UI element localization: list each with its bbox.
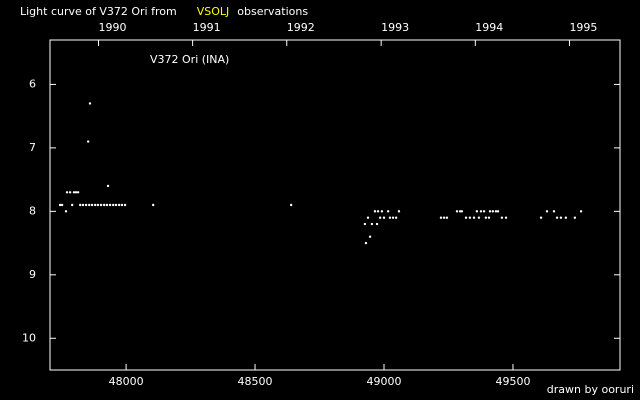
data-point [394,216,398,219]
data-point [458,210,462,213]
data-point [464,216,468,219]
data-point [479,210,483,213]
data-point [120,203,124,207]
data-point [579,210,583,213]
data-point [378,216,382,219]
title-suffix: observations [237,5,308,18]
y-tick-label: 9 [29,268,36,281]
x2-tick-label: 1993 [381,21,409,34]
data-point [108,203,112,207]
data-point [468,216,472,219]
data-point [545,210,549,213]
data-point [370,222,374,226]
data-point [363,222,367,226]
data-point [504,216,508,219]
chart-title: Light curve of V372 Ori from VSOLJ observa… [20,5,308,18]
data-point [99,203,103,207]
x2-tick-label: 1992 [287,21,315,34]
data-point [391,216,395,219]
data-point [491,210,495,213]
data-point [552,210,556,213]
data-point [76,191,80,194]
annotation: V372 Ori (INA) [150,53,229,66]
x2-tick-label: 1995 [569,21,597,34]
data-point [397,210,401,213]
data-point [364,241,368,245]
data-point [114,203,118,207]
x-tick-label: 48000 [109,375,144,388]
y-tick-label: 10 [22,331,36,344]
y-tick-label: 8 [29,204,36,217]
plot-frame [49,39,621,371]
data-point [78,203,82,207]
x2-tick-label: 1994 [475,21,503,34]
data-point [494,210,498,213]
data-point [487,216,491,219]
data-point [90,203,94,207]
data-point [111,203,115,207]
data-point [496,210,500,213]
data-point [376,210,380,213]
data-point [555,216,559,219]
data-point [117,203,121,207]
credit: drawn by ooruri [547,383,634,396]
x-tick-label: 48500 [238,375,273,388]
data-point [375,222,379,226]
x-tick-label: 49500 [495,375,530,388]
data-point [472,216,476,219]
y-tick-label: 6 [29,77,36,90]
data-point [455,210,459,213]
data-point [380,210,384,213]
y-tick-label: 7 [29,141,36,154]
data-point [96,203,100,207]
data-point [102,203,106,207]
data-point [88,102,92,105]
data-point [289,203,293,207]
data-point [373,210,377,213]
data-point [439,216,443,219]
data-point [500,216,504,219]
data-point [559,216,563,219]
data-point [482,210,486,213]
data-point [88,203,91,207]
data-point [58,203,62,207]
data-point [484,216,488,219]
data-point [477,216,481,219]
data-point [84,203,88,207]
data-point [368,235,372,238]
x-tick-label: 49000 [367,375,402,388]
data-point [386,210,390,213]
data-point [60,203,64,207]
title-source: VSOLJ [197,5,230,18]
data-point [105,203,109,207]
data-point [106,184,110,188]
data-point [564,216,568,219]
data-point [388,216,392,219]
data-point [74,191,78,194]
data-point [70,203,74,207]
data-point [86,140,90,143]
data-point [93,203,97,207]
x2-tick-label: 1991 [193,21,221,34]
data-point [151,203,155,207]
data-point [573,216,577,219]
title-text: Light curve of V372 Ori from [20,5,177,18]
data-point [475,210,479,213]
data-point [539,216,543,219]
data-point [460,210,464,213]
data-point [442,216,446,219]
data-point [68,191,72,194]
x2-tick-label: 1990 [98,21,126,34]
data-point [382,216,386,219]
data-point [445,216,449,219]
data-point [81,203,85,207]
data-point [123,203,127,207]
data-point [72,191,76,194]
data-point [488,210,492,213]
data-point [64,210,68,213]
data-point [65,191,69,194]
data-point [366,216,370,219]
